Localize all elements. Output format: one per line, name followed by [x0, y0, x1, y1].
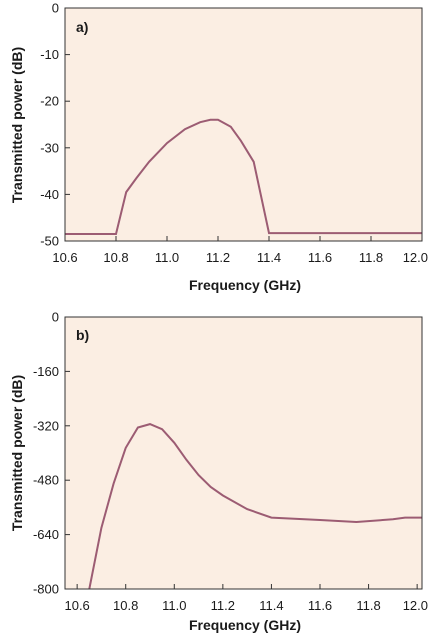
- y-axis-label-b: Transmitted power (dB): [9, 375, 25, 531]
- x-tick-label: 10.8: [103, 250, 128, 265]
- series-line-b: [88, 423, 422, 590]
- y-tick-label: -320: [33, 418, 59, 433]
- plot-area-b: [65, 317, 422, 589]
- series-line-a: [65, 118, 422, 235]
- plot-area-a: [65, 8, 422, 241]
- x-tick-label: 10.6: [64, 598, 89, 613]
- panel-b: 0 -160 -320 -480 -640 -800 10.6 10.8 11.0 11.2 11…: [9, 310, 428, 634]
- y-tick-label: -20: [40, 94, 59, 109]
- x-tick-label: 11.4: [259, 598, 283, 613]
- panel-label-a: a): [76, 19, 88, 35]
- x-tick-label: 11.0: [155, 250, 179, 265]
- y-tick-label: -50: [40, 234, 59, 249]
- plot-frame-a: [64, 7, 423, 242]
- x-tick-label: 12.0: [403, 598, 428, 613]
- y-tick-label: -160: [33, 364, 59, 379]
- panel-a: 0 -10 -20 -30 -40 -50 10.6 10.8 11.0 11.2 11.4 11.…: [9, 1, 428, 294]
- y-ticks-b: 0 -160 -320 -480 -640 -800: [33, 310, 70, 597]
- x-tick-label: 11.8: [359, 250, 383, 265]
- x-ticks-a: 10.6 10.8 11.0 11.2 11.4 11.6 11.8 12.0: [52, 236, 428, 265]
- y-tick-label: -800: [33, 582, 59, 597]
- x-tick-label: 11.6: [308, 598, 332, 613]
- plot-frame-b: [64, 316, 423, 590]
- y-axis-label-a: Transmitted power (dB): [9, 47, 25, 203]
- x-tick-label: 11.0: [162, 598, 186, 613]
- y-tick-label: -480: [33, 473, 59, 488]
- x-ticks-b: 10.6 10.8 11.0 11.2 11.4 11.6 11.8 12.0: [64, 584, 428, 613]
- y-tick-label: -40: [40, 187, 59, 202]
- panel-label-b: b): [76, 327, 89, 343]
- x-tick-label: 11.2: [211, 598, 235, 613]
- x-tick-label: 11.2: [206, 250, 230, 265]
- y-tick-label: -30: [40, 140, 59, 155]
- y-tick-label: 0: [52, 310, 59, 325]
- x-tick-label: 11.6: [308, 250, 332, 265]
- y-tick-label: 0: [52, 1, 59, 16]
- x-tick-label: 10.6: [52, 250, 77, 265]
- y-tick-label: -10: [40, 47, 59, 62]
- x-axis-label-b: Frequency (GHz): [189, 617, 301, 633]
- y-tick-label: -640: [33, 527, 59, 542]
- x-tick-label: 10.8: [113, 598, 138, 613]
- x-axis-label-a: Frequency (GHz): [189, 277, 301, 293]
- x-tick-label: 11.4: [257, 250, 281, 265]
- x-tick-label: 12.0: [403, 250, 428, 265]
- x-tick-label: 11.8: [356, 598, 380, 613]
